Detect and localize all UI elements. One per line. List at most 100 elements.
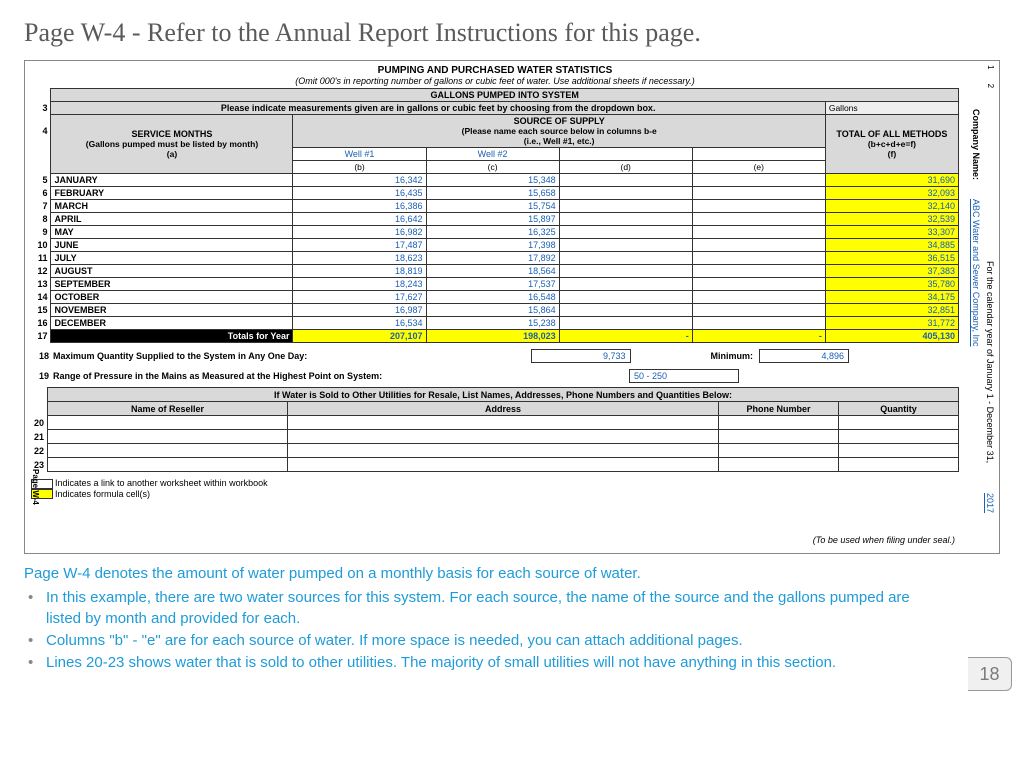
- row-num: 9: [31, 226, 51, 239]
- month-name: OCTOBER: [51, 291, 293, 304]
- page-number-badge: 18: [968, 657, 1012, 691]
- val-c[interactable]: 15,238: [426, 317, 559, 330]
- resale-phone[interactable]: [719, 416, 839, 430]
- month-name: FEBRUARY: [51, 187, 293, 200]
- val-b[interactable]: 18,819: [293, 265, 426, 278]
- val-c[interactable]: 15,348: [426, 174, 559, 187]
- val-d[interactable]: [559, 187, 692, 200]
- resale-name[interactable]: [48, 416, 288, 430]
- val-c[interactable]: 16,325: [426, 226, 559, 239]
- resale-qty[interactable]: [839, 444, 959, 458]
- row-17: 17: [31, 330, 51, 343]
- commentary: Page W-4 denotes the amount of water pum…: [24, 564, 1000, 673]
- month-name: NOVEMBER: [51, 304, 293, 317]
- val-c[interactable]: 17,892: [426, 252, 559, 265]
- val-b[interactable]: 16,642: [293, 213, 426, 226]
- val-e[interactable]: [692, 239, 825, 252]
- val-d[interactable]: [559, 265, 692, 278]
- resale-address[interactable]: [288, 444, 719, 458]
- row-num: 6: [31, 187, 51, 200]
- val-d[interactable]: [559, 174, 692, 187]
- val-f: 36,515: [825, 252, 958, 265]
- col-f: (f): [829, 149, 955, 159]
- resale-address[interactable]: [288, 458, 719, 472]
- val-c[interactable]: 17,537: [426, 278, 559, 291]
- resale-qty[interactable]: [839, 416, 959, 430]
- row-num: 14: [31, 291, 51, 304]
- total-b: 207,107: [293, 330, 426, 343]
- val-e[interactable]: [692, 174, 825, 187]
- val-e[interactable]: [692, 291, 825, 304]
- well-1[interactable]: Well #1: [293, 148, 426, 161]
- total-header: TOTAL OF ALL METHODS: [829, 129, 955, 139]
- val-d[interactable]: [559, 304, 692, 317]
- val-b[interactable]: 16,386: [293, 200, 426, 213]
- val-e[interactable]: [692, 226, 825, 239]
- resale-phone[interactable]: [719, 458, 839, 472]
- val-b[interactable]: 18,243: [293, 278, 426, 291]
- val-c[interactable]: 16,548: [426, 291, 559, 304]
- min-qty-value[interactable]: 4,896: [759, 349, 849, 363]
- resale-address[interactable]: [288, 416, 719, 430]
- max-qty-value[interactable]: 9,733: [531, 349, 631, 363]
- col-qty: Quantity: [839, 402, 959, 416]
- pressure-value[interactable]: 50 - 250: [629, 369, 739, 383]
- val-e[interactable]: [692, 317, 825, 330]
- resale-phone[interactable]: [719, 444, 839, 458]
- val-d[interactable]: [559, 252, 692, 265]
- val-d[interactable]: [559, 213, 692, 226]
- val-d[interactable]: [559, 291, 692, 304]
- month-name: AUGUST: [51, 265, 293, 278]
- val-c[interactable]: 15,658: [426, 187, 559, 200]
- val-e[interactable]: [692, 265, 825, 278]
- val-e[interactable]: [692, 304, 825, 317]
- total-sub: (b+c+d+e=f): [829, 139, 955, 149]
- resale-qty[interactable]: [839, 458, 959, 472]
- val-d[interactable]: [559, 278, 692, 291]
- row-num: 21: [31, 430, 48, 444]
- val-d[interactable]: [559, 200, 692, 213]
- worksheet: 1 2 Company Name: ABC Water and Sewer Co…: [24, 60, 1000, 554]
- val-f: 34,885: [825, 239, 958, 252]
- resale-phone[interactable]: [719, 430, 839, 444]
- val-e[interactable]: [692, 213, 825, 226]
- val-c[interactable]: 15,864: [426, 304, 559, 317]
- seal-note: (To be used when filing under seal.): [813, 535, 955, 545]
- col-b-label: (b): [293, 161, 426, 174]
- resale-title: If Water is Sold to Other Utilities for …: [48, 388, 959, 402]
- page-title: Page W-4 - Refer to the Annual Report In…: [24, 18, 1000, 48]
- val-c[interactable]: 18,564: [426, 265, 559, 278]
- val-c[interactable]: 15,754: [426, 200, 559, 213]
- col-a: (a): [54, 149, 289, 159]
- val-e[interactable]: [692, 278, 825, 291]
- well-2[interactable]: Well #2: [426, 148, 559, 161]
- resale-name[interactable]: [48, 444, 288, 458]
- val-b[interactable]: 16,982: [293, 226, 426, 239]
- val-d[interactable]: [559, 317, 692, 330]
- resale-name[interactable]: [48, 458, 288, 472]
- row-num: 8: [31, 213, 51, 226]
- row-19: 19: [33, 371, 49, 381]
- val-d[interactable]: [559, 239, 692, 252]
- val-c[interactable]: 17,398: [426, 239, 559, 252]
- val-b[interactable]: 16,435: [293, 187, 426, 200]
- row-num: 13: [31, 278, 51, 291]
- val-b[interactable]: 16,534: [293, 317, 426, 330]
- gallons-dropdown[interactable]: Gallons: [825, 102, 958, 115]
- val-c[interactable]: 15,897: [426, 213, 559, 226]
- legend-formula-text: Indicates formula cell(s): [55, 489, 150, 499]
- val-b[interactable]: 16,342: [293, 174, 426, 187]
- val-b[interactable]: 16,987: [293, 304, 426, 317]
- resale-name[interactable]: [48, 430, 288, 444]
- resale-address[interactable]: [288, 430, 719, 444]
- row-num: 15: [31, 304, 51, 317]
- val-e[interactable]: [692, 187, 825, 200]
- val-e[interactable]: [692, 252, 825, 265]
- val-b[interactable]: 18,623: [293, 252, 426, 265]
- val-d[interactable]: [559, 226, 692, 239]
- totals-label: Totals for Year: [51, 330, 293, 343]
- val-e[interactable]: [692, 200, 825, 213]
- resale-qty[interactable]: [839, 430, 959, 444]
- val-b[interactable]: 17,627: [293, 291, 426, 304]
- val-b[interactable]: 17,487: [293, 239, 426, 252]
